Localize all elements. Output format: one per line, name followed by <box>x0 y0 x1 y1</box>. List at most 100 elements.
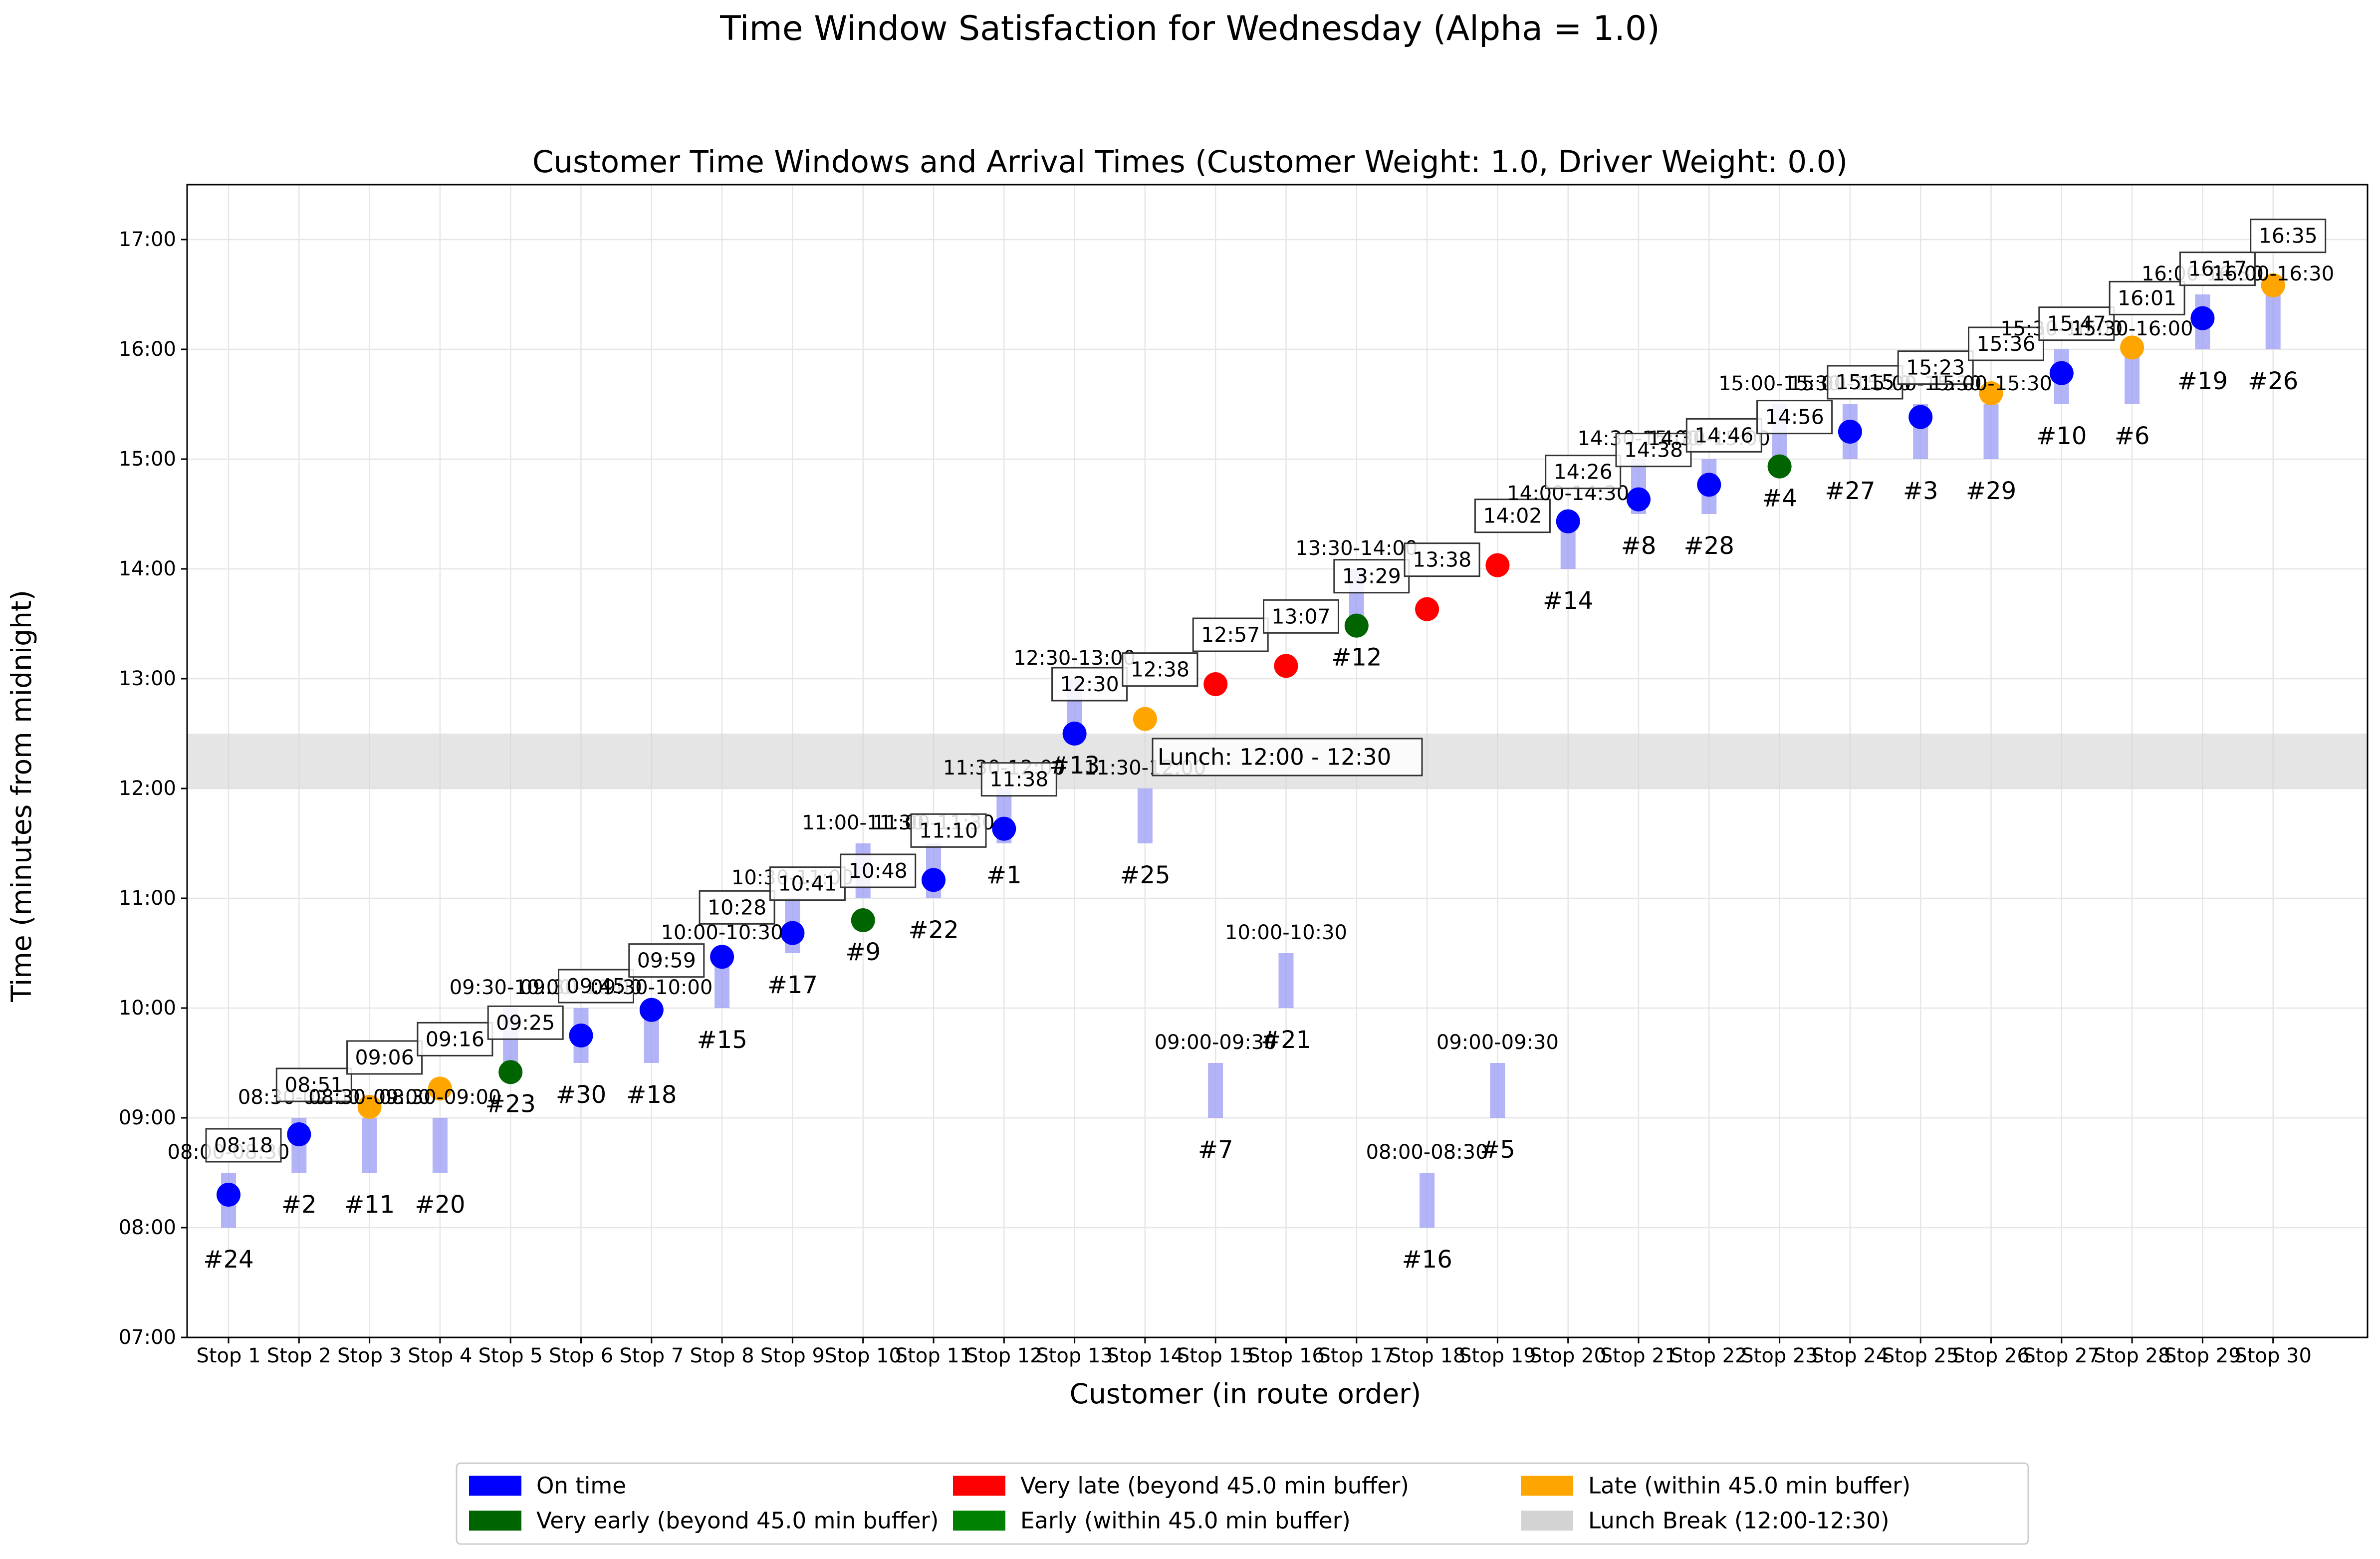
y-axis-label: Time (minutes from midnight) <box>5 590 37 1003</box>
arrival-point-stop-29 <box>2190 306 2215 330</box>
window-label-stop-5: 09:30-10:00 <box>450 976 572 999</box>
lunch-label: Lunch: 12:00 - 12:30 <box>1152 738 1423 777</box>
time-window-bar-stop-26 <box>1983 404 1999 459</box>
window-label-stop-16: 10:00-10:30 <box>1225 921 1347 944</box>
customer-label-19: #19 <box>2177 367 2228 395</box>
arrival-label-box-stop-14 <box>1122 652 1198 687</box>
customer-label-23: #23 <box>485 1090 536 1118</box>
arrival-label-stop-20: 14:26 <box>1554 460 1613 484</box>
y-tick-label: 10:00 <box>119 997 176 1020</box>
y-tick-label: 09:00 <box>119 1106 176 1129</box>
arrival-point-stop-6 <box>569 1024 593 1047</box>
x-tick-label-stop-6: Stop 6 <box>549 1344 613 1367</box>
window-label-stop-26: 15:00-15:30 <box>1930 372 2052 395</box>
window-label-stop-13: 12:30-13:00 <box>1013 647 1136 670</box>
window-label-stop-10: 11:00-11:30 <box>802 811 924 834</box>
arrival-label-stop-9: 10:41 <box>778 872 837 896</box>
arrival-point-stop-7 <box>639 998 664 1022</box>
customer-label-15: #15 <box>697 1026 747 1054</box>
arrival-label-box-stop-21 <box>1615 433 1692 468</box>
axes-frame <box>186 184 2369 1338</box>
arrival-label-stop-23: 14:56 <box>1765 405 1824 429</box>
window-label-stop-4: 08:30-09:00 <box>379 1086 501 1109</box>
lunch-label-box <box>1152 738 1423 777</box>
legend-swatch-late-within-45-0-min-buffer <box>1521 1476 1573 1496</box>
arrival-label-box-stop-12 <box>980 762 1057 797</box>
window-label-stop-19: 09:00-09:30 <box>1436 1031 1559 1054</box>
y-tick-label: 16:00 <box>119 338 176 361</box>
plot-area: 08:00-08:30#2408:1808:30-09:00#208:5108:… <box>119 184 2369 1367</box>
x-tick-label-stop-27: Stop 27 <box>2023 1344 2101 1367</box>
y-tick-label: 12:00 <box>119 777 176 800</box>
arrival-label-stop-8: 10:28 <box>708 895 766 919</box>
x-tick-label-stop-22: Stop 22 <box>1670 1344 1748 1367</box>
arrival-point-stop-4 <box>428 1076 452 1101</box>
arrival-label-stop-4: 09:16 <box>426 1027 484 1051</box>
customer-label-20: #20 <box>415 1191 465 1219</box>
x-tick-label-stop-28: Stop 28 <box>2094 1344 2171 1367</box>
customer-label-22: #22 <box>908 916 958 944</box>
x-tick-label-stop-29: Stop 29 <box>2164 1344 2241 1367</box>
customer-label-7: #7 <box>1198 1136 1233 1164</box>
arrival-label-box-stop-11 <box>910 813 987 848</box>
x-tick-label-stop-19: Stop 19 <box>1459 1344 1536 1367</box>
legend-swatch-early-within-45-0-min-buffer <box>953 1511 1005 1531</box>
arrival-label-stop-10: 10:48 <box>849 859 908 883</box>
customer-label-13: #13 <box>1049 752 1100 780</box>
arrival-label-box-stop-30 <box>2250 219 2327 254</box>
x-tick-label-stop-13: Stop 13 <box>1036 1344 1113 1367</box>
x-tick-label-stop-12: Stop 12 <box>965 1344 1043 1367</box>
customer-label-21: #21 <box>1261 1026 1311 1054</box>
arrival-label-stop-12: 11:38 <box>989 768 1048 791</box>
arrival-label-box-stop-28 <box>2109 280 2185 315</box>
x-axis-label: Customer (in route order) <box>1070 1378 1422 1410</box>
time-window-bar-stop-19 <box>1490 1063 1505 1118</box>
x-tick-label-stop-1: Stop 1 <box>196 1344 260 1367</box>
y-axis-ticks: 07:00 08:00 09:00 10:00 11:00 12:00 13:00 14:00… <box>119 228 187 1349</box>
customer-label-5: #5 <box>1480 1136 1515 1164</box>
arrival-label-box-stop-2 <box>275 1067 352 1102</box>
arrival-label-stop-19: 14:02 <box>1483 504 1542 528</box>
x-tick-label-stop-26: Stop 26 <box>1952 1344 2030 1367</box>
arrival-point-stop-5 <box>498 1060 523 1084</box>
legend-frame <box>456 1462 2029 1545</box>
x-tick-label-stop-17: Stop 17 <box>1318 1344 1396 1367</box>
arrival-label-box-stop-24 <box>1827 365 1904 400</box>
arrival-point-stop-21 <box>1627 487 1651 512</box>
arrival-label-stop-24: 15:15 <box>1836 370 1895 394</box>
time-window-bar-stop-18 <box>1420 1173 1435 1228</box>
y-tick-label: 17:00 <box>119 228 176 251</box>
arrival-label-stop-1: 08:18 <box>214 1133 273 1157</box>
customer-label-25: #25 <box>1120 861 1170 889</box>
arrival-label-stop-16: 13:07 <box>1271 604 1330 628</box>
legend-label-early-within-45-0-min-buffer: Early (within 45.0 min buffer) <box>1020 1508 1351 1534</box>
arrival-point-stop-22 <box>1697 473 1721 497</box>
window-label-stop-28: 15:30-16:00 <box>2071 317 2193 340</box>
arrival-label-box-stop-3 <box>346 1040 423 1075</box>
arrival-point-stop-10 <box>851 908 875 932</box>
arrival-point-stop-23 <box>1767 454 1792 479</box>
window-label-stop-30: 16:00-16:30 <box>2212 262 2334 285</box>
x-tick-label-stop-20: Stop 20 <box>1529 1344 1607 1367</box>
arrival-label-stop-11: 11:10 <box>919 818 978 842</box>
customer-label-1: #1 <box>986 861 1022 889</box>
legend-items: On time Very early (beyond 45.0 min buffe… <box>469 1473 1910 1534</box>
window-label-stop-7: 09:30-10:00 <box>590 976 713 999</box>
legend-swatch-lunch-break-12-00-12-30 <box>1521 1511 1573 1531</box>
arrival-label-box-stop-16 <box>1263 599 1339 634</box>
window-label-stop-8: 10:00-10:30 <box>661 921 783 944</box>
arrival-label-box-stop-4 <box>417 1022 493 1056</box>
arrival-point-stop-3 <box>357 1095 382 1119</box>
x-tick-label-stop-5: Stop 5 <box>478 1344 543 1367</box>
arrival-point-stop-8 <box>710 945 734 969</box>
arrival-point-stop-9 <box>780 921 805 945</box>
legend-label-late-within-45-0-min-buffer: Late (within 45.0 min buffer) <box>1588 1473 1910 1499</box>
time-window-bar-stop-30 <box>2265 294 2281 349</box>
arrival-point-stop-26 <box>1979 381 2003 405</box>
x-tick-label-stop-4: Stop 4 <box>408 1344 472 1367</box>
arrival-point-stop-24 <box>1838 420 1862 444</box>
x-tick-label-stop-9: Stop 9 <box>760 1344 825 1367</box>
x-tick-label-stop-25: Stop 25 <box>1882 1344 1959 1367</box>
time-window-bar-stop-16 <box>1278 953 1294 1008</box>
